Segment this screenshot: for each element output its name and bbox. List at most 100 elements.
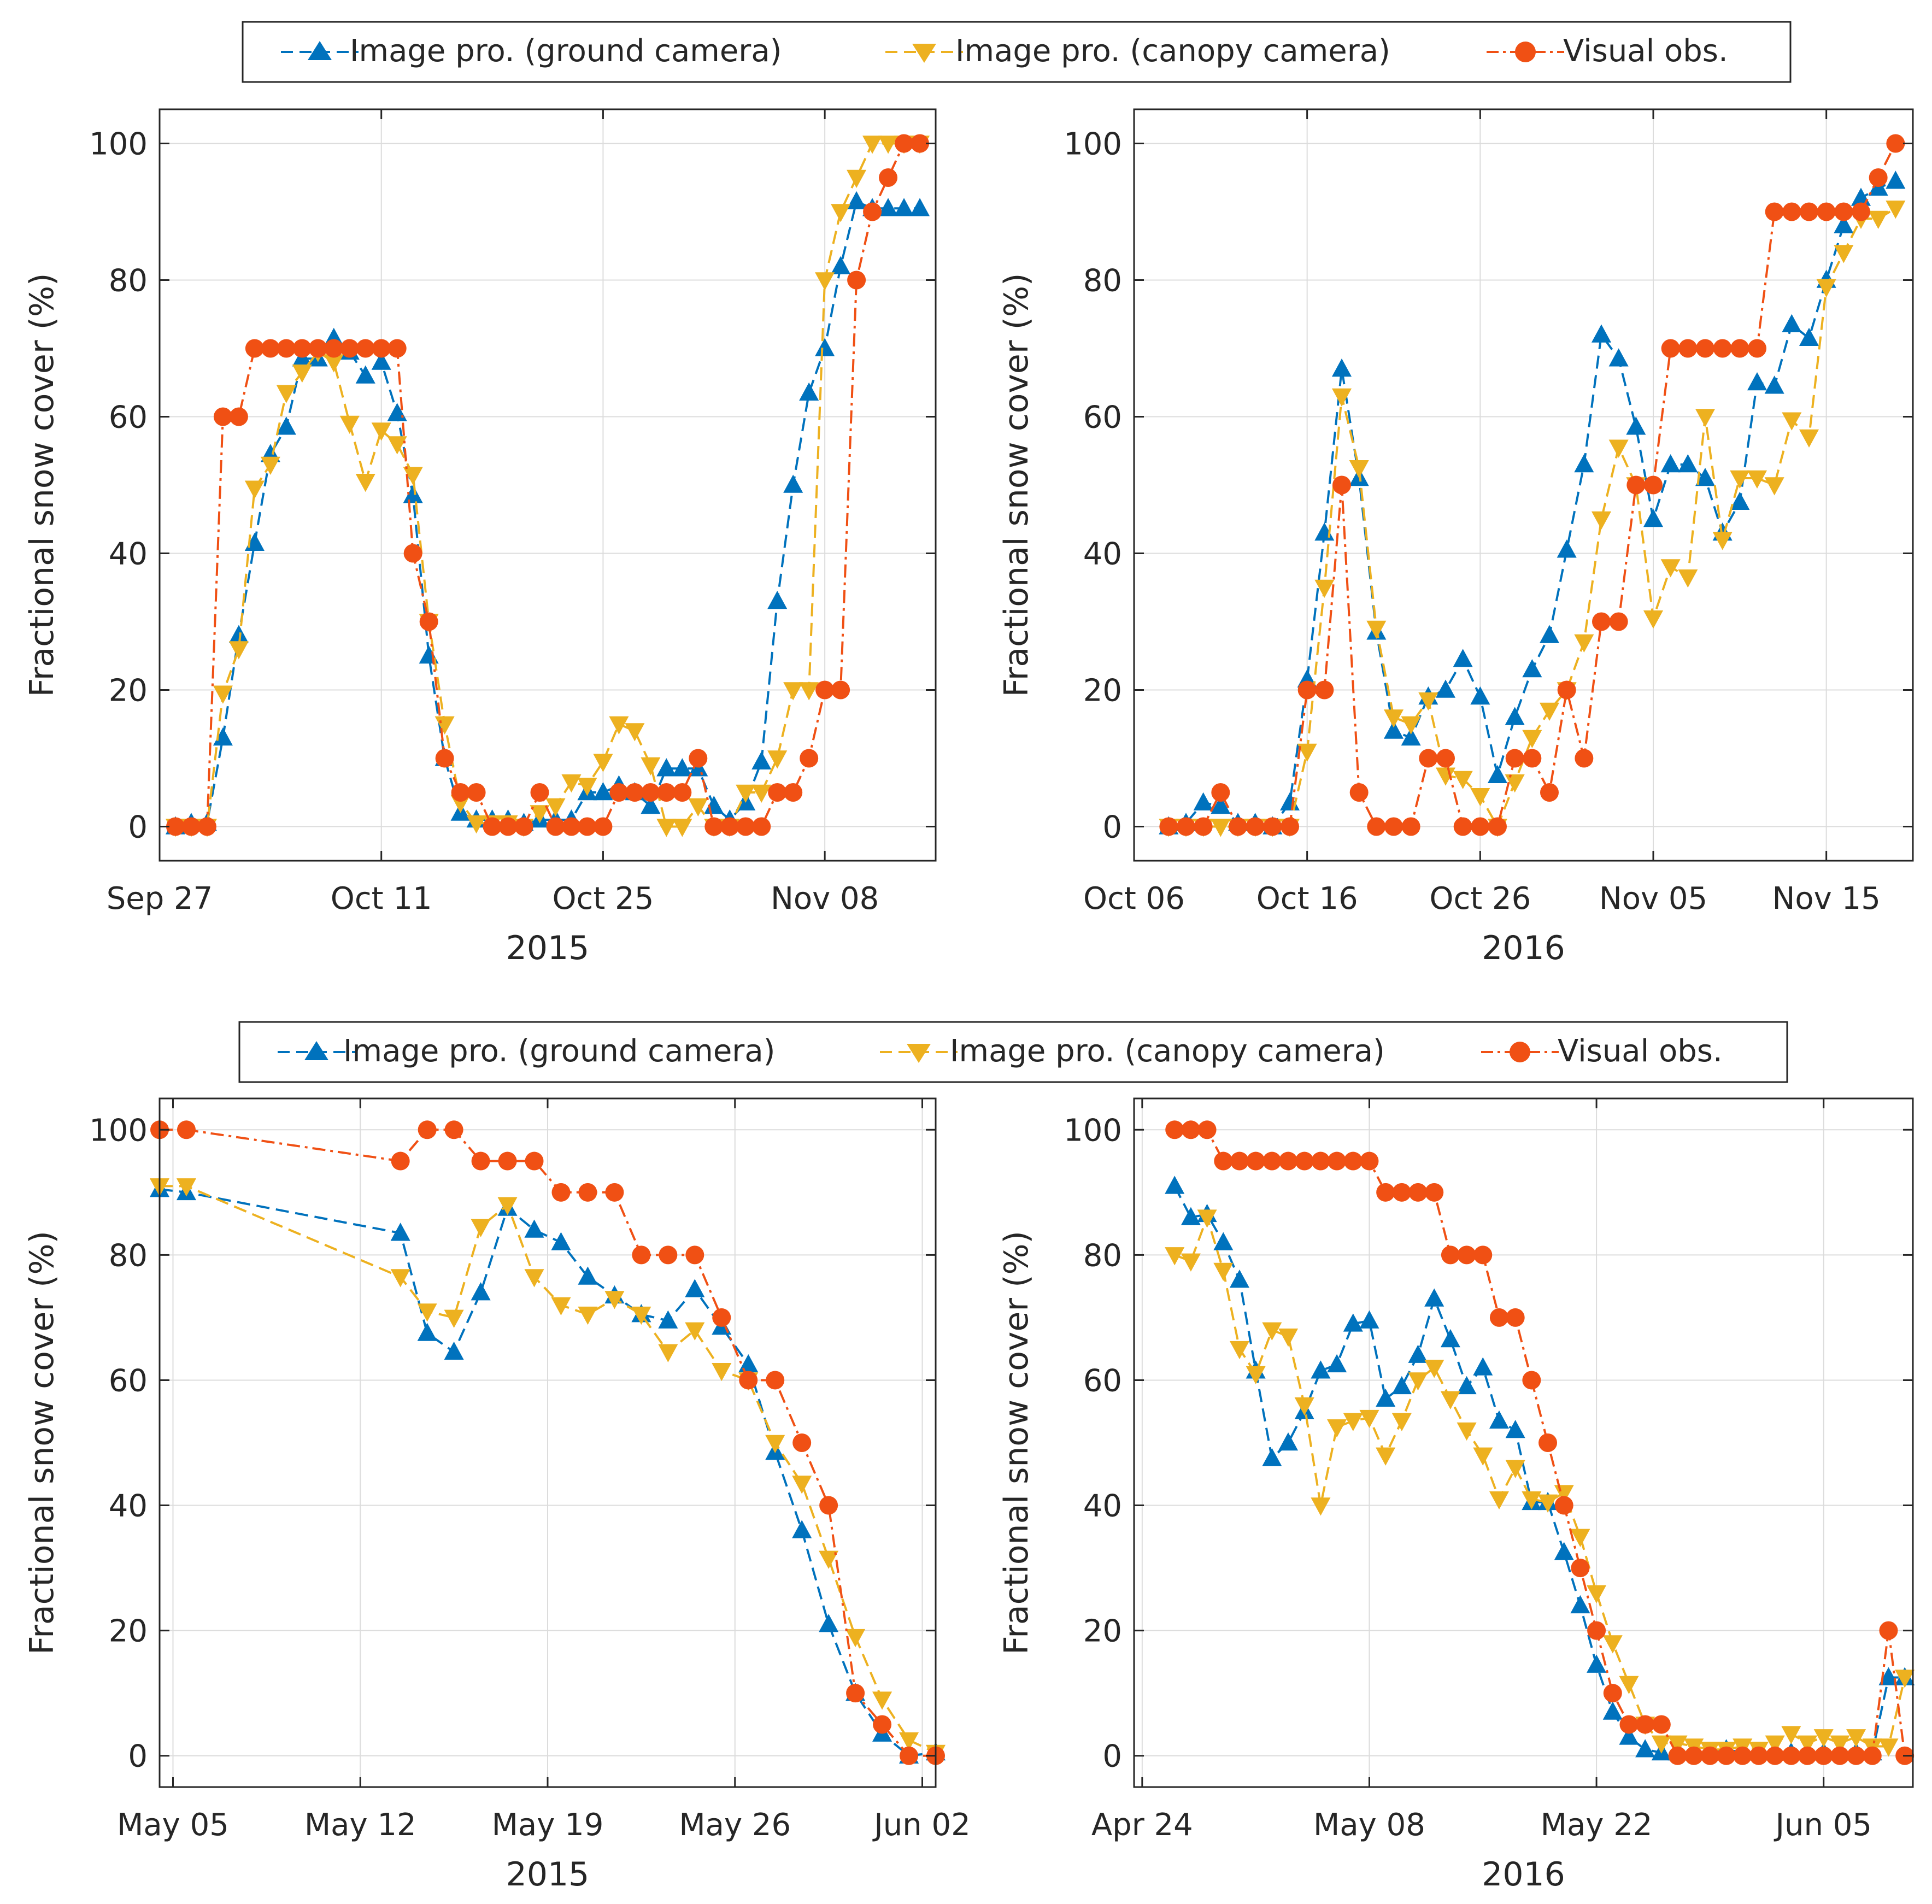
data-point-canopy	[355, 474, 375, 492]
data-point-canopy	[292, 365, 312, 383]
data-point-visual	[846, 1684, 865, 1703]
data-point-canopy	[593, 754, 613, 772]
data-point-visual	[1678, 339, 1698, 358]
data-point-visual	[1384, 817, 1403, 836]
data-point-visual	[1441, 1245, 1460, 1265]
data-point-visual	[229, 407, 248, 426]
data-point-ground	[1660, 454, 1681, 473]
data-point-canopy	[551, 1297, 571, 1315]
data-point-ground	[815, 338, 835, 356]
data-point-canopy	[1213, 1262, 1234, 1281]
data-point-visual	[1557, 680, 1576, 700]
data-point-visual	[1281, 817, 1299, 836]
x-tick-label: Oct 06	[1083, 881, 1185, 916]
data-point-visual	[1376, 1183, 1395, 1202]
data-point-visual	[1644, 475, 1663, 495]
data-point-canopy	[1297, 743, 1317, 762]
data-point-visual	[1592, 612, 1611, 631]
data-point-ground	[738, 1354, 759, 1373]
y-tick-label: 80	[109, 263, 148, 299]
data-point-canopy	[1331, 388, 1352, 407]
data-point-visual	[308, 339, 327, 358]
data-point-ground	[1557, 539, 1577, 558]
data-point-ground	[1311, 1360, 1331, 1379]
data-point-visual	[847, 271, 866, 290]
data-point-visual	[1419, 749, 1438, 768]
data-point-visual	[471, 1151, 490, 1171]
data-point-canopy	[609, 716, 629, 734]
data-point-canopy	[1886, 201, 1906, 219]
data-point-canopy	[1570, 1529, 1590, 1547]
data-point-ground	[1635, 1739, 1655, 1758]
data-point-visual	[1523, 749, 1542, 768]
data-point-visual	[1177, 817, 1195, 836]
data-point-visual	[1798, 1746, 1817, 1765]
data-point-visual	[578, 1183, 597, 1202]
y-tick-label: 100	[89, 1113, 148, 1148]
x-tick-label: Oct 11	[331, 881, 432, 916]
data-point-canopy	[1816, 279, 1836, 297]
data-point-canopy	[1782, 412, 1802, 431]
y-tick-label: 60	[1083, 1363, 1122, 1398]
axes-box	[1133, 108, 1914, 862]
plot-area	[1134, 109, 1913, 861]
data-point-canopy	[862, 136, 883, 154]
data-point-canopy	[1343, 1413, 1363, 1431]
data-point-visual	[1538, 1433, 1558, 1452]
legend-top: Image pro. (ground camera) Image pro. (c…	[242, 21, 1792, 83]
data-point-visual	[873, 1715, 892, 1734]
data-point-visual	[1471, 817, 1490, 836]
data-point-ground	[1278, 1432, 1299, 1451]
data-point-ground	[792, 1520, 812, 1538]
data-point-visual	[1765, 202, 1784, 221]
data-point-visual	[720, 817, 739, 836]
data-point-visual	[1696, 339, 1714, 358]
legend-bottom: Image pro. (ground camera) Image pro. (c…	[238, 1021, 1788, 1083]
x-tick-label: Nov 08	[771, 881, 879, 916]
data-point-canopy	[1229, 1341, 1250, 1360]
data-point-ground	[1591, 324, 1612, 343]
data-point-visual	[800, 749, 819, 768]
data-point-visual	[704, 817, 724, 836]
data-point-visual	[689, 749, 708, 768]
data-point-ground	[1193, 792, 1213, 810]
x-tick-label: May 19	[492, 1807, 604, 1843]
data-point-visual	[1408, 1183, 1428, 1202]
data-point-canopy	[685, 1322, 705, 1341]
data-point-canopy	[1846, 1729, 1866, 1748]
data-point-visual	[632, 1245, 651, 1265]
data-point-ground	[1440, 1329, 1460, 1348]
data-point-canopy	[1473, 1447, 1493, 1466]
data-point-canopy	[1470, 788, 1490, 807]
data-point-ground	[1505, 1420, 1525, 1438]
x-axis-label: 2016	[1482, 929, 1565, 967]
data-point-visual	[197, 817, 216, 836]
data-point-canopy	[1181, 1253, 1201, 1272]
data-point-visual	[277, 339, 296, 358]
legend-top-visual: Visual obs.	[1487, 33, 1728, 69]
data-point-ground	[1602, 1701, 1623, 1720]
legend-bottom-ground: Image pro. (ground camera)	[278, 1033, 775, 1069]
data-point-canopy	[799, 682, 819, 701]
data-point-canopy	[765, 1435, 785, 1453]
data-point-visual	[1332, 475, 1351, 495]
legend-bottom-canopy-label: Image pro. (canopy camera)	[950, 1033, 1385, 1069]
data-point-ground	[1487, 765, 1508, 783]
data-point-canopy	[497, 1197, 518, 1215]
data-point-ground	[1470, 686, 1490, 705]
data-point-visual	[1800, 202, 1818, 221]
data-point-canopy	[1453, 771, 1473, 789]
data-point-canopy	[1522, 1491, 1542, 1510]
chart-panel-2015-spring: 0 20 40 60 80 100 May 05 May 12 May 19 May 26 Jun …	[23, 1097, 971, 1894]
data-point-canopy	[688, 798, 708, 816]
data-point-canopy	[1799, 429, 1819, 448]
data-point-ground	[1782, 314, 1802, 332]
data-point-canopy	[1537, 1494, 1558, 1513]
data-point-visual	[525, 1151, 544, 1171]
data-point-visual	[766, 1371, 785, 1390]
y-tick-label: 100	[1064, 1113, 1122, 1148]
data-point-ground	[228, 625, 249, 643]
data-point-canopy	[176, 1178, 197, 1197]
data-point-ground	[1383, 720, 1404, 739]
data-point-visual	[1730, 339, 1749, 358]
